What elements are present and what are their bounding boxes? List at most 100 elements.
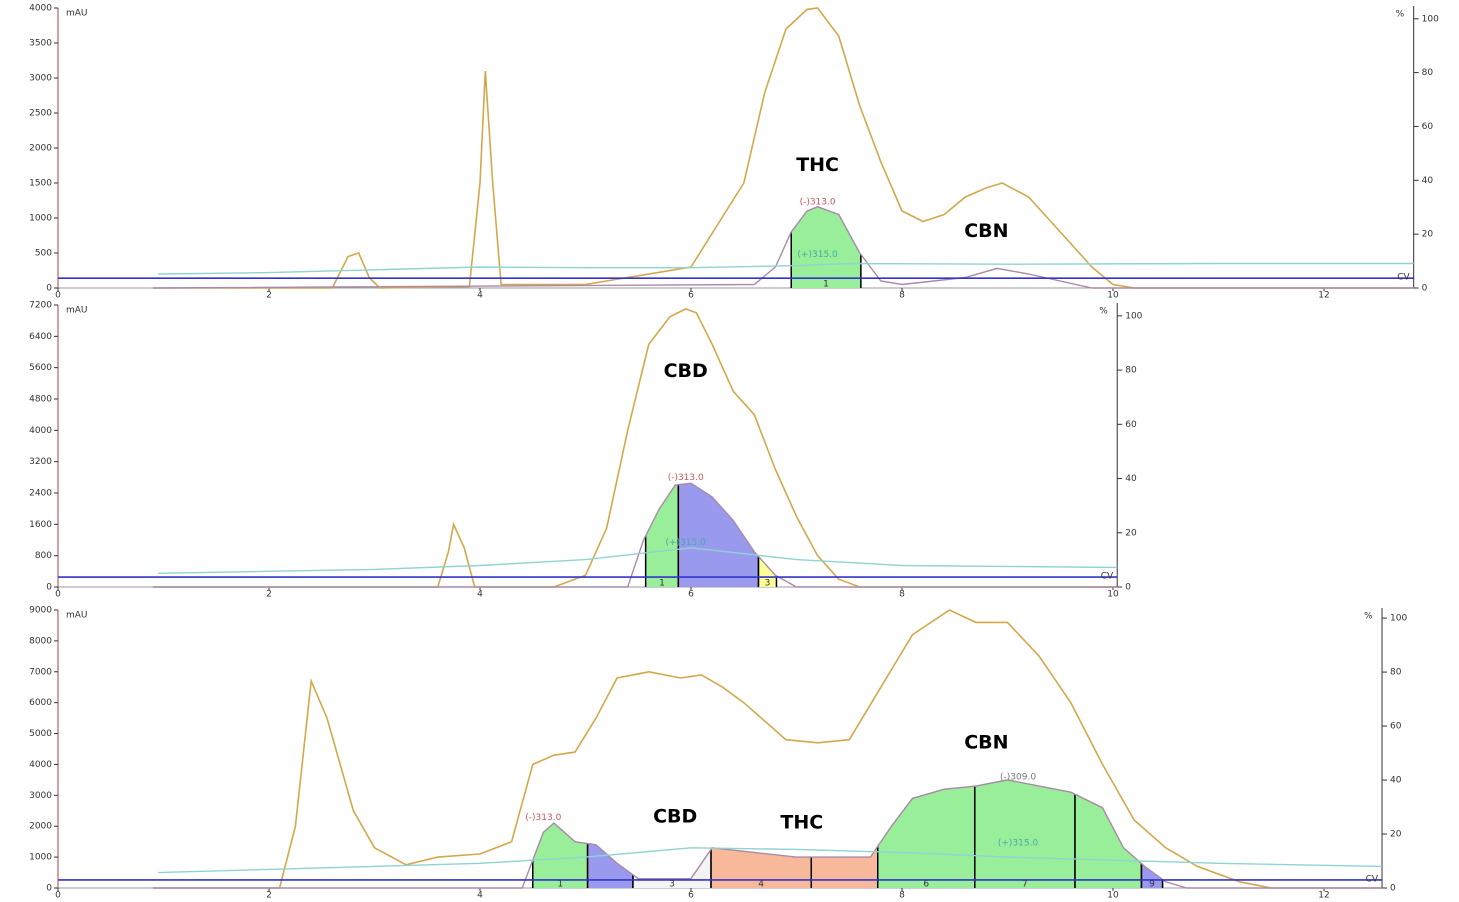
y-tick-label: 1000 [29, 214, 52, 224]
annotation: (+)315.0 [666, 538, 707, 548]
fraction-area [758, 556, 777, 587]
y-tick-label: 7000 [29, 667, 52, 677]
y-tick-label: 0 [46, 583, 52, 593]
fraction-area [711, 847, 812, 888]
x-tick-label: 4 [477, 291, 483, 301]
x-tick-label: 2 [266, 590, 272, 600]
y2-unit: % [1396, 10, 1405, 20]
x-tick-label: 0 [55, 291, 61, 301]
y2-tick-label: 0 [1390, 884, 1396, 894]
y-tick-label: 4000 [29, 426, 52, 436]
y-tick-label: 6400 [29, 332, 52, 342]
y-tick-label: 1600 [29, 520, 52, 530]
fraction-area [791, 206, 861, 288]
trace [152, 7, 1414, 289]
y2-unit: % [1099, 307, 1108, 317]
y-unit: mAU [66, 611, 88, 621]
fraction-area [877, 786, 975, 888]
trace [152, 308, 1118, 588]
x-tick-label: 12 [1318, 291, 1329, 301]
y-tick-label: 2500 [29, 109, 52, 119]
y-tick-label: 9000 [29, 606, 52, 616]
annotation: (+)315.0 [797, 250, 838, 260]
fraction-label: 1 [659, 579, 665, 589]
y2-tick-label: 100 [1422, 14, 1439, 24]
y-tick-label: 800 [35, 551, 52, 561]
y2-tick-label: 100 [1390, 614, 1407, 624]
fraction-area [587, 843, 633, 888]
threshold-label: CV [1366, 874, 1379, 884]
x-tick-label: 12 [1318, 891, 1329, 901]
y-tick-label: 5000 [29, 729, 52, 739]
fraction-label: 6 [923, 880, 929, 890]
annotation: THC [780, 812, 823, 834]
x-tick-label: 10 [1107, 590, 1119, 600]
y2-tick-label: 80 [1390, 668, 1402, 678]
y2-tick-label: 60 [1390, 722, 1402, 732]
fraction-label: 1 [557, 880, 563, 890]
y-tick-label: 2000 [29, 822, 52, 832]
y2-tick-label: 40 [1422, 176, 1434, 186]
fraction-label: 9 [1149, 880, 1155, 890]
x-tick-label: 4 [477, 590, 483, 600]
y-unit: mAU [66, 9, 88, 19]
trace [158, 847, 1383, 874]
x-tick-label: 6 [688, 291, 694, 301]
y-tick-label: 8000 [29, 636, 52, 646]
fraction-area [532, 823, 588, 888]
annotation: (-)313.0 [800, 197, 836, 207]
y2-tick-label: 60 [1422, 122, 1434, 132]
annotation: (+)315.0 [998, 839, 1039, 849]
x-tick-label: 0 [55, 891, 61, 901]
y-tick-label: 2400 [29, 489, 52, 499]
y-tick-label: 0 [46, 884, 52, 894]
fraction-area [1075, 794, 1142, 888]
y2-tick-label: 20 [1390, 830, 1402, 840]
y-unit: mAU [66, 306, 88, 316]
x-tick-label: 8 [899, 291, 905, 301]
y-tick-label: 3500 [29, 39, 52, 49]
y-tick-label: 7200 [29, 301, 52, 311]
y2-tick-label: 80 [1125, 366, 1137, 376]
fraction-area [645, 484, 679, 587]
fraction-label: 3 [669, 880, 675, 890]
fraction-label: 7 [1022, 880, 1028, 890]
y2-tick-label: 40 [1125, 474, 1137, 484]
x-tick-label: 0 [55, 590, 61, 600]
y-tick-label: 1000 [29, 853, 52, 863]
y2-tick-label: 60 [1125, 420, 1137, 430]
trace [158, 262, 1414, 275]
y-tick-label: 3200 [29, 457, 52, 467]
annotation: THC [796, 154, 839, 176]
annotation: CBD [653, 805, 697, 827]
y2-tick-label: 80 [1422, 68, 1434, 78]
annotation: CBN [964, 731, 1008, 753]
y2-tick-label: 40 [1390, 776, 1402, 786]
x-tick-label: 4 [477, 891, 483, 901]
trace [152, 206, 1414, 289]
y-tick-label: 0 [46, 284, 52, 294]
fraction-area [974, 779, 1076, 888]
y-tick-label: 4800 [29, 395, 52, 405]
threshold-label: CV [1397, 273, 1410, 283]
fraction-label: 3 [765, 579, 771, 589]
y-tick-label: 2000 [29, 144, 52, 154]
y-tick-label: 3000 [29, 791, 52, 801]
annotation: CBN [964, 220, 1008, 242]
fraction-area [1141, 863, 1163, 888]
x-tick-label: 8 [899, 590, 905, 600]
annotation: (-)313.0 [525, 813, 561, 823]
fraction-label: 1 [823, 280, 829, 290]
x-tick-label: 8 [899, 891, 905, 901]
trace [152, 609, 1382, 889]
y-tick-label: 5600 [29, 363, 52, 373]
y2-tick-label: 20 [1125, 528, 1137, 538]
x-tick-label: 2 [266, 291, 272, 301]
annotation: CBD [664, 360, 708, 382]
trace [152, 779, 1382, 889]
annotation: (-)309.0 [1000, 772, 1036, 782]
fraction-area [811, 846, 878, 888]
y-tick-label: 3000 [29, 74, 52, 84]
annotation: (-)313.0 [668, 473, 704, 483]
